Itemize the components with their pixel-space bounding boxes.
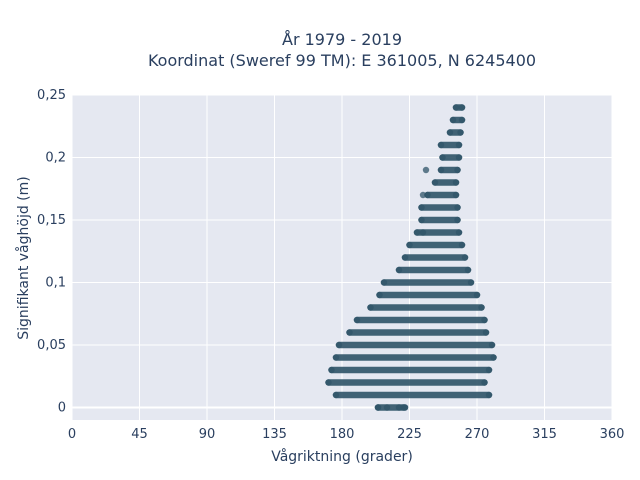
scatter-point — [455, 141, 463, 149]
scatter-point — [454, 204, 461, 211]
scatter-point — [431, 179, 439, 186]
y-tick-label: 0,2 — [45, 151, 66, 166]
scatter-point — [485, 366, 493, 374]
scatter-point — [457, 129, 464, 136]
scatter-point — [490, 354, 497, 361]
y-tick-label: 0,1 — [45, 276, 66, 291]
scatter-point — [418, 216, 425, 224]
scatter-point — [424, 191, 431, 199]
x-tick-label: 135 — [262, 427, 287, 442]
scatter-point — [458, 116, 466, 124]
scatter-point — [488, 341, 496, 349]
scatter-point — [473, 291, 481, 299]
scatter-point — [413, 229, 421, 236]
scatter-point — [454, 216, 461, 224]
y-tick-label: 0,15 — [37, 213, 66, 228]
x-tick-label: 315 — [532, 427, 557, 442]
y-tick-label: 0,25 — [37, 88, 66, 103]
scatter-point — [467, 279, 475, 286]
scatter-point — [383, 404, 391, 411]
scatter-point — [346, 329, 353, 336]
x-tick-label: 45 — [131, 427, 148, 442]
scatter-point — [406, 241, 413, 249]
chart-title-line2: Koordinat (Sweref 99 TM): E 361005, N 62… — [148, 51, 536, 70]
scatter-point — [481, 379, 488, 386]
scatter-point — [437, 141, 445, 149]
scatter-point — [367, 304, 374, 311]
y-axis-label: Signifikant våghöjd (m) — [15, 176, 32, 339]
scatter-point — [481, 316, 488, 324]
x-tick-label: 225 — [397, 427, 422, 442]
scatter-point — [422, 166, 430, 174]
scatter-point — [454, 166, 461, 174]
x-tick-label: 0 — [68, 427, 76, 442]
scatter-point — [485, 391, 493, 399]
scatter-point — [464, 266, 472, 274]
scatter-point — [461, 254, 469, 261]
y-tick-label: 0,05 — [37, 338, 66, 353]
scatter-point — [374, 404, 382, 411]
scatter-point — [455, 154, 463, 161]
scatter-point — [395, 404, 403, 411]
scatter-point — [325, 379, 332, 386]
scatter-point — [328, 366, 335, 374]
scatter-point — [400, 404, 407, 411]
x-axis-label: Vågriktning (grader) — [271, 448, 413, 465]
scatter-point — [332, 391, 340, 399]
scatter-point — [418, 204, 425, 211]
x-tick-label: 90 — [199, 427, 216, 442]
scatter-point — [376, 291, 383, 299]
x-tick-label: 360 — [600, 427, 625, 442]
scatter-point — [452, 191, 460, 199]
scatter-point — [437, 166, 445, 174]
scatter-point — [452, 179, 460, 186]
scatter-point — [332, 354, 340, 361]
scatter-point — [446, 129, 454, 136]
scatter-point — [458, 104, 466, 111]
x-tick-labels: 0 45 90 135 180 225 270 315 360 — [68, 427, 625, 442]
scatter-point — [401, 254, 409, 261]
scatter-point — [419, 191, 427, 199]
scatter-point — [482, 329, 490, 336]
scatter-point — [449, 116, 457, 124]
scatter-point — [353, 316, 361, 324]
x-tick-label: 270 — [465, 427, 490, 442]
scatter-points — [325, 104, 497, 411]
scatter-point — [380, 279, 388, 286]
scatter-point — [395, 266, 403, 274]
y-tick-labels: 0 0,05 0,1 0,15 0,2 0,25 — [37, 88, 66, 416]
scatter-point — [455, 229, 463, 236]
scatter-point — [478, 304, 485, 311]
scatter-point — [452, 104, 460, 111]
scatter-point — [335, 341, 343, 349]
scatter-point — [439, 154, 446, 161]
y-tick-label: 0 — [58, 401, 66, 416]
x-tick-label: 180 — [330, 427, 355, 442]
scatter-point — [419, 229, 427, 236]
scatter-point — [458, 241, 466, 249]
chart-title-line1: År 1979 - 2019 — [282, 30, 402, 49]
